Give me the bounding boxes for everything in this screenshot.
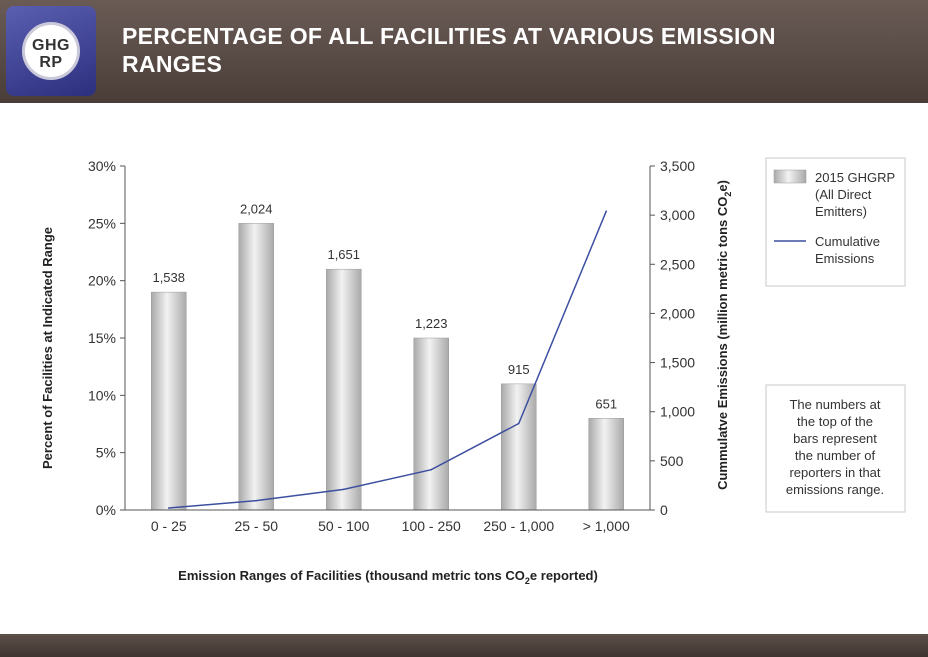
cumulative-emissions-line — [168, 210, 607, 509]
bar-value-label: 651 — [595, 396, 617, 411]
legend-bar-swatch — [773, 169, 807, 184]
title-line1: PERCENTAGE OF ALL FACILITIES AT VARIOUS … — [122, 23, 776, 49]
y-right-tick-label: 500 — [660, 453, 684, 469]
line-series — [167, 210, 608, 509]
y-left-tick-label: 25% — [88, 215, 116, 231]
ghgrp-logo: GHG RP — [6, 6, 96, 96]
logo-text-line1: GHG — [32, 37, 70, 54]
y-left-tick-label: 0% — [96, 502, 116, 518]
bar — [588, 418, 624, 511]
y-right-label-main: Cummulatve Emissions (million metric ton… — [715, 197, 730, 490]
line-point — [167, 507, 170, 509]
note-line-6: emissions range. — [786, 482, 884, 497]
y-left-tick-label: 30% — [88, 158, 116, 174]
y-right-axis-label: Cummulatve Emissions (million metric ton… — [715, 180, 733, 490]
footer-bar — [0, 634, 928, 657]
y-right-tick-label: 1,500 — [660, 355, 695, 371]
y-right-tick-label: 1,000 — [660, 404, 695, 420]
x-tick-label: 0 - 25 — [151, 518, 187, 534]
note-frame — [765, 384, 906, 513]
y-left-tick-label: 5% — [96, 445, 116, 461]
legend-line-label-2: Emissions — [815, 251, 875, 266]
bar — [413, 337, 449, 511]
y-left-axis-label: Percent of Facilities at Indicated Range — [40, 227, 55, 469]
line-point — [255, 499, 258, 502]
note-box: The numbers at the top of the bars repre… — [765, 384, 906, 513]
x-tick-label: 250 - 1,000 — [483, 518, 554, 534]
x-tick-label: 25 - 50 — [234, 518, 278, 534]
bar — [501, 383, 537, 511]
y-right-tick-label: 2,500 — [660, 256, 695, 272]
bar — [151, 291, 187, 511]
y-left-tick-label: 15% — [88, 330, 116, 346]
legend-bar-label-1: 2015 GHGRP — [815, 170, 895, 185]
logo-text-line2: RP — [39, 54, 63, 71]
legend-bar-label-2: (All Direct — [815, 187, 872, 202]
note-line-3: bars represent — [793, 431, 877, 446]
x-axis: 0 - 25 25 - 50 50 - 100 100 - 250 250 - 1,00… — [125, 509, 650, 534]
line-point — [430, 468, 433, 471]
bar-value-label: 2,024 — [240, 201, 273, 216]
legend-bar-label-3: Emitters) — [815, 204, 867, 219]
bar — [238, 223, 274, 511]
title-line2: RANGES — [122, 51, 223, 77]
x-axis-label: Emission Ranges of Facilities (thousand … — [178, 568, 598, 586]
legend-line-label-1: Cumulative — [815, 234, 880, 249]
x-label-end: e reported) — [530, 568, 598, 583]
bar-value-label: 1,223 — [415, 316, 448, 331]
x-tick-label: 50 - 100 — [318, 518, 370, 534]
y-right-tick-label: 3,500 — [660, 158, 695, 174]
y-right-label-sub: 2 — [723, 192, 733, 197]
y-left-tick-label: 20% — [88, 273, 116, 289]
y-right-tick-label: 3,000 — [660, 207, 695, 223]
bar-value-label: 1,651 — [327, 247, 360, 262]
line-point — [342, 488, 345, 491]
note-line-4: the number of — [795, 448, 876, 463]
x-tick-label: 100 - 250 — [402, 518, 461, 534]
y-left-tick-label: 10% — [88, 387, 116, 403]
x-label-main: Emission Ranges of Facilities (thousand … — [178, 568, 525, 583]
page-title: PERCENTAGE OF ALL FACILITIES AT VARIOUS … — [122, 22, 882, 78]
note-line-2: the top of the — [797, 414, 873, 429]
right-axis: 0 500 1,000 1,500 2,000 2,500 3,000 3,500 — [649, 158, 695, 518]
bar-value-label: 915 — [508, 362, 530, 377]
note-line-5: reporters in that — [789, 465, 880, 480]
bar-value-label: 1,538 — [152, 270, 185, 285]
legend: 2015 GHGRP (All Direct Emitters) Cumulat… — [765, 157, 906, 287]
left-axis: 0% 5% 10% 15% 20% 25% 30% — [88, 158, 126, 518]
line-point — [605, 210, 608, 213]
logo-badge: GHG RP — [22, 22, 80, 80]
bar-series: 1,538 2,024 1,651 1,223 915 651 — [151, 201, 624, 511]
y-right-tick-label: 0 — [660, 502, 668, 518]
note-line-1: The numbers at — [789, 397, 880, 412]
chart: 0% 5% 10% 15% 20% 25% 30% 0 500 1,000 1,500 2,000 2… — [40, 157, 906, 586]
x-tick-label: > 1,000 — [583, 518, 630, 534]
y-right-label-end: e) — [715, 180, 730, 192]
header-banner: GHG RP PERCENTAGE OF ALL FACILITIES AT V… — [0, 0, 928, 103]
y-right-tick-label: 2,000 — [660, 305, 695, 321]
bar — [326, 268, 362, 511]
line-point — [517, 422, 520, 425]
x-label-sub: 2 — [525, 576, 530, 586]
